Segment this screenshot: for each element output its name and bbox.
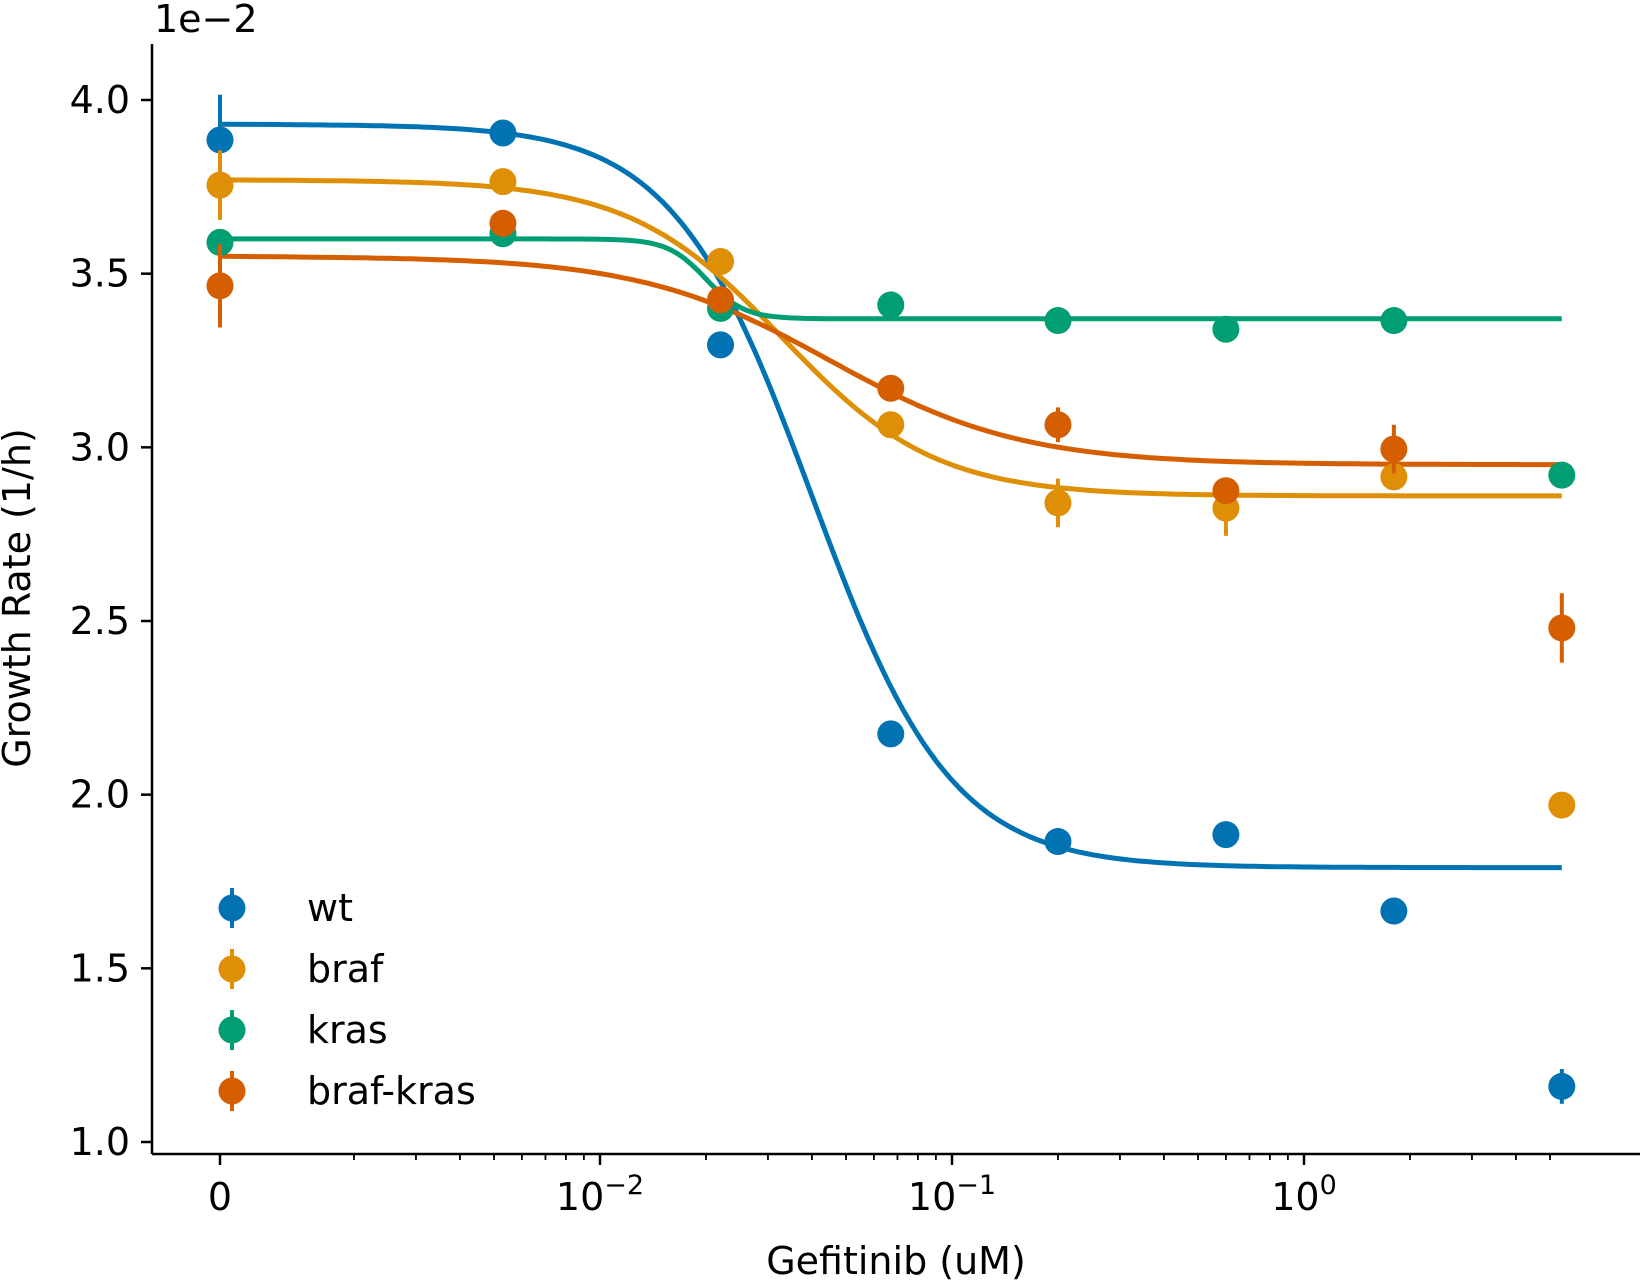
- legend: wt braf kras braf-kras: [218, 886, 476, 1113]
- data-point-braf: [707, 248, 735, 276]
- legend-marker: [218, 1016, 246, 1044]
- x-axis-label: Gefitinib (uM): [766, 1239, 1026, 1282]
- y-tick-label: 1.0: [70, 1120, 130, 1164]
- data-point-wt: [1044, 828, 1072, 856]
- fit-curve-braf: [219, 177, 1562, 499]
- data-point-wt: [707, 331, 735, 359]
- fit-curves: [219, 121, 1562, 871]
- data-point-kras: [206, 228, 234, 256]
- x-tick-label: 10−2: [556, 1170, 644, 1219]
- y-tick-label: 3.0: [70, 425, 130, 469]
- data-point-braf-kras: [707, 286, 735, 314]
- legend-entry-braf: braf: [218, 947, 385, 991]
- legend-label: wt: [307, 886, 353, 930]
- y-axis-label: Growth Rate (1/h): [0, 428, 39, 768]
- data-point-braf: [1044, 489, 1072, 517]
- legend-label: braf-kras: [307, 1069, 476, 1113]
- legend-marker: [218, 1077, 246, 1105]
- data-point-wt: [206, 126, 234, 154]
- x-tick-label: 10−1: [908, 1170, 996, 1219]
- legend-marker: [218, 894, 246, 922]
- data-point-wt: [1380, 897, 1408, 925]
- legend-label: braf: [307, 947, 385, 991]
- ticks: 1.0 1.5 2.0 2.5 3.0 3.5 4.0 0 10−2 10−1 100: [70, 78, 1551, 1219]
- data-point-braf: [1380, 463, 1408, 491]
- data-point-braf-kras: [1380, 435, 1408, 463]
- data-point-kras: [1212, 315, 1240, 343]
- legend-marker: [218, 955, 246, 983]
- data-point-wt: [877, 720, 905, 748]
- data-point-wt: [489, 119, 517, 147]
- data-point-kras: [877, 291, 905, 319]
- y-offset-label: 1e−2: [154, 0, 258, 41]
- y-tick-label: 4.0: [70, 78, 130, 122]
- data-point-braf: [206, 171, 234, 199]
- data-point-braf: [1548, 791, 1576, 819]
- legend-label: kras: [307, 1008, 388, 1052]
- legend-entry-braf-kras: braf-kras: [218, 1069, 476, 1113]
- data-point-braf-kras: [1548, 614, 1576, 642]
- x-tick-label: 0: [208, 1175, 232, 1219]
- data-point-braf-kras: [877, 374, 905, 402]
- fit-curve-wt: [219, 121, 1562, 871]
- legend-entry-kras: kras: [218, 1008, 388, 1052]
- y-tick-label: 1.5: [70, 946, 130, 990]
- data-point-kras: [1044, 307, 1072, 335]
- data-point-braf-kras: [489, 209, 517, 237]
- data-point-braf-kras: [1212, 477, 1240, 505]
- legend-entry-wt: wt: [218, 886, 353, 930]
- data-point-braf-kras: [206, 272, 234, 300]
- data-point-braf: [877, 411, 905, 439]
- x-tick-label: 100: [1271, 1170, 1337, 1219]
- data-points: [206, 94, 1576, 1104]
- y-tick-label: 3.5: [70, 252, 130, 296]
- data-point-wt: [1212, 821, 1240, 849]
- data-point-kras: [1548, 461, 1576, 489]
- data-point-kras: [1380, 307, 1408, 335]
- y-tick-label: 2.5: [70, 599, 130, 643]
- fit-curve-kras: [220, 236, 1562, 322]
- data-point-braf: [489, 168, 517, 196]
- data-point-wt: [1548, 1072, 1576, 1100]
- fit-curve-braf-kras: [219, 253, 1562, 468]
- y-tick-label: 2.0: [70, 773, 130, 817]
- data-point-braf-kras: [1044, 411, 1072, 439]
